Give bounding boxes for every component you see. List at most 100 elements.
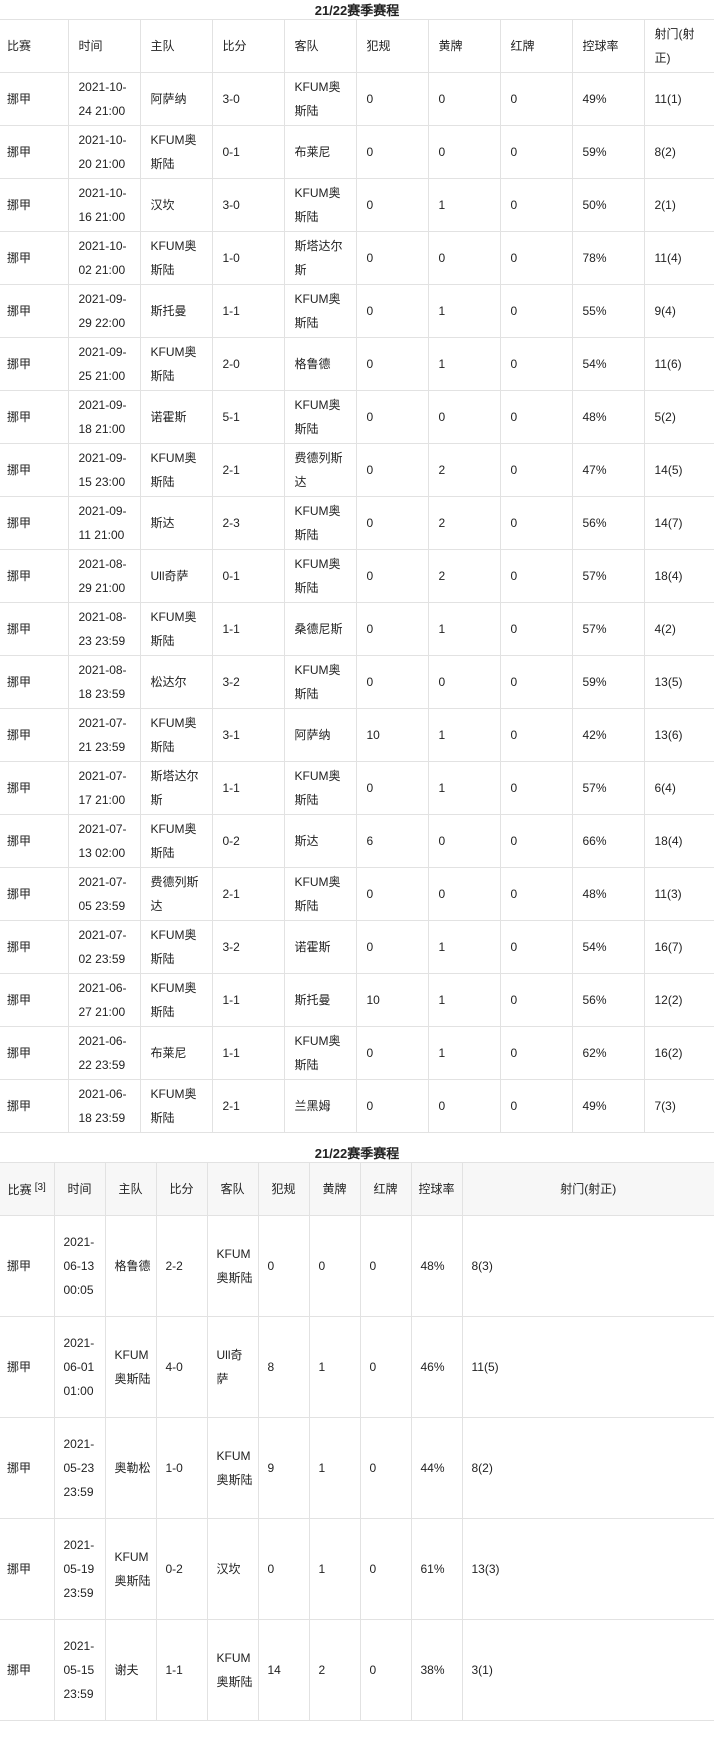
cell-home-team: 谢夫 — [104, 1619, 157, 1721]
table-row: 挪甲 2021-05-19 23:59 KFUM奥斯陆 0-2 汉坎 0 1 0 61% 13(3… — [0, 1518, 714, 1620]
cell-away-team: 费德列斯达 — [283, 443, 357, 497]
cell-score: 1-1 — [211, 1026, 285, 1080]
cell-shots-on-target: 13(3) — [461, 1518, 714, 1620]
cell-away-team: KFUM奥斯陆 — [206, 1417, 259, 1519]
cell-competition: 挪甲 — [0, 1619, 55, 1721]
cell-possession: 57% — [571, 761, 645, 815]
table-row: 挪甲 2021-10-24 21:00 阿萨纳 3-0 KFUM奥斯陆 0 0 0 49% 11(… — [0, 72, 714, 126]
cell-time: 2021-08-18 23:59 — [67, 655, 141, 709]
table-row: 挪甲 2021-09-15 23:00 KFUM奥斯陆 2-1 费德列斯达 0 2 0 47% 1… — [0, 443, 714, 497]
cell-time: 2021-05-23 23:59 — [53, 1417, 106, 1519]
cell-yellow-cards: 0 — [427, 231, 501, 285]
cell-away-team: 斯塔达尔斯 — [283, 231, 357, 285]
header-possession: 控球率 — [571, 19, 645, 73]
cell-away-team: KFUM奥斯陆 — [283, 1026, 357, 1080]
cell-score: 1-1 — [211, 973, 285, 1027]
cell-possession: 61% — [410, 1518, 463, 1620]
cell-shots-on-target: 14(7) — [643, 496, 714, 550]
cell-competition: 挪甲 — [0, 72, 69, 126]
cell-score: 2-1 — [211, 867, 285, 921]
cell-possession: 48% — [410, 1215, 463, 1317]
cell-score: 3-1 — [211, 708, 285, 762]
schedule-table: 比赛 时间 主队 比分 客队 犯规 黄牌 红牌 控球率 射门(射正) 挪甲 2021-10-24 2… — [0, 19, 714, 1133]
cell-yellow-cards: 0 — [427, 1079, 501, 1133]
cell-fouls: 0 — [355, 867, 429, 921]
cell-score: 5-1 — [211, 390, 285, 444]
header-possession: 控球率 — [410, 1162, 463, 1216]
cell-away-team: 斯达 — [283, 814, 357, 868]
cell-shots-on-target: 8(2) — [461, 1417, 714, 1519]
cell-score: 3-2 — [211, 655, 285, 709]
cell-competition: 挪甲 — [0, 549, 69, 603]
cell-red-cards: 0 — [499, 443, 573, 497]
cell-yellow-cards: 1 — [427, 1026, 501, 1080]
cell-red-cards: 0 — [359, 1518, 412, 1620]
cell-yellow-cards: 1 — [308, 1316, 361, 1418]
cell-fouls: 0 — [355, 443, 429, 497]
cell-possession: 56% — [571, 496, 645, 550]
cell-home-team: 松达尔 — [139, 655, 213, 709]
cell-red-cards: 0 — [499, 814, 573, 868]
footnote-link[interactable]: [3] — [34, 1182, 46, 1193]
cell-yellow-cards: 1 — [427, 337, 501, 391]
cell-home-team: KFUM奥斯陆 — [139, 443, 213, 497]
cell-home-team: 斯达 — [139, 496, 213, 550]
cell-time: 2021-06-13 00:05 — [53, 1215, 106, 1317]
cell-home-team: 奥勒松 — [104, 1417, 157, 1519]
cell-home-team: KFUM奥斯陆 — [139, 1079, 213, 1133]
header-time: 时间 — [53, 1162, 106, 1216]
cell-home-team: KFUM奥斯陆 — [104, 1316, 157, 1418]
cell-red-cards: 0 — [499, 1026, 573, 1080]
header-shots-on-target: 射门(射正) — [461, 1162, 714, 1216]
cell-away-team: KFUM奥斯陆 — [283, 549, 357, 603]
cell-possession: 59% — [571, 125, 645, 179]
cell-time: 2021-08-23 23:59 — [67, 602, 141, 656]
cell-home-team: KFUM奥斯陆 — [139, 814, 213, 868]
header-label: 客队 — [294, 39, 319, 53]
cell-fouls: 0 — [355, 1079, 429, 1133]
cell-score: 3-2 — [211, 920, 285, 974]
cell-score: 2-0 — [211, 337, 285, 391]
cell-red-cards: 0 — [499, 1079, 573, 1133]
table-row: 挪甲 2021-09-29 22:00 斯托曼 1-1 KFUM奥斯陆 0 1 0 55% 9(4… — [0, 284, 714, 338]
cell-fouls: 0 — [355, 549, 429, 603]
cell-time: 2021-09-29 22:00 — [67, 284, 141, 338]
cell-time: 2021-09-18 21:00 — [67, 390, 141, 444]
cell-fouls: 10 — [355, 973, 429, 1027]
cell-away-team: Ull奇萨 — [206, 1316, 259, 1418]
cell-time: 2021-05-15 23:59 — [53, 1619, 106, 1721]
cell-red-cards: 0 — [499, 708, 573, 762]
table-title: 21/22赛季赛程 — [314, 1146, 400, 1161]
header-label: 黄牌 — [322, 1182, 347, 1196]
cell-score: 0-2 — [211, 814, 285, 868]
header-label: 犯规 — [366, 39, 391, 53]
header-score: 比分 — [211, 19, 285, 73]
header-fouls: 犯规 — [257, 1162, 310, 1216]
cell-red-cards: 0 — [359, 1316, 412, 1418]
table-row: 挪甲 2021-05-15 23:59 谢夫 1-1 KFUM奥斯陆 14 2 0 38% 3(1… — [0, 1619, 714, 1721]
cell-score: 3-0 — [211, 72, 285, 126]
cell-red-cards: 0 — [359, 1619, 412, 1721]
cell-shots-on-target: 4(2) — [643, 602, 714, 656]
header-home-team: 主队 — [139, 19, 213, 73]
cell-fouls: 0 — [355, 496, 429, 550]
header-label: 客队 — [220, 1182, 245, 1196]
cell-fouls: 0 — [355, 602, 429, 656]
cell-possession: 50% — [571, 178, 645, 232]
cell-possession: 54% — [571, 337, 645, 391]
cell-red-cards: 0 — [499, 761, 573, 815]
cell-shots-on-target: 3(1) — [461, 1619, 714, 1721]
cell-score: 2-1 — [211, 1079, 285, 1133]
cell-score: 1-1 — [211, 602, 285, 656]
cell-fouls: 14 — [257, 1619, 310, 1721]
cell-score: 3-0 — [211, 178, 285, 232]
cell-score: 1-0 — [155, 1417, 208, 1519]
cell-shots-on-target: 11(6) — [643, 337, 714, 391]
cell-time: 2021-06-27 21:00 — [67, 973, 141, 1027]
cell-red-cards: 0 — [499, 867, 573, 921]
cell-home-team: 格鲁德 — [104, 1215, 157, 1317]
cell-competition: 挪甲 — [0, 814, 69, 868]
header-label: 比赛 — [7, 1183, 32, 1197]
cell-possession: 55% — [571, 284, 645, 338]
cell-fouls: 0 — [355, 231, 429, 285]
